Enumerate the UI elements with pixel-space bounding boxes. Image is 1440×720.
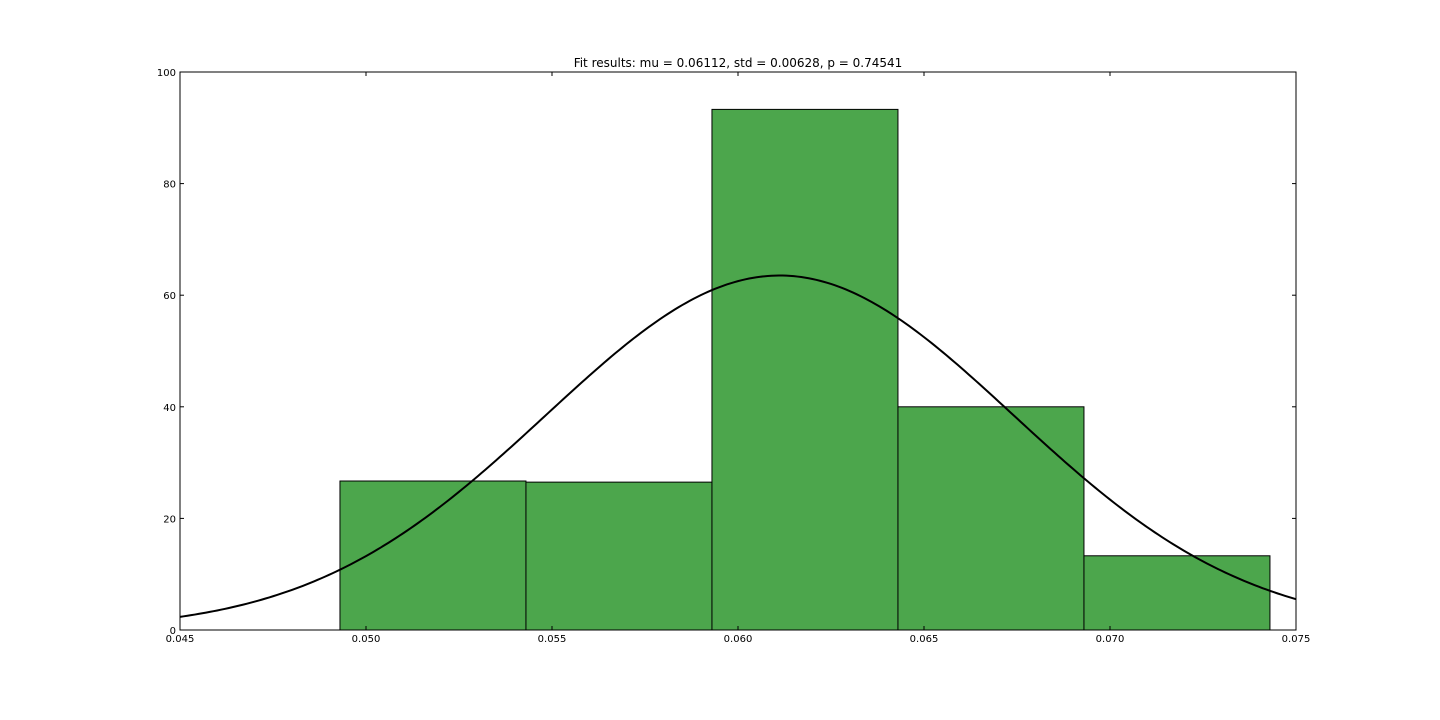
normal-fit-curve	[179, 274, 1297, 618]
y-tick-label: 100	[157, 68, 176, 79]
histogram-bars	[339, 108, 1271, 631]
histogram-bar-1	[339, 480, 527, 631]
histogram-bar-5	[1083, 555, 1271, 631]
y-tick-label: 60	[163, 291, 176, 302]
histogram-bar-4	[897, 406, 1085, 631]
y-axis: 0 20 40 60 80 100	[157, 68, 1296, 637]
histogram-bar-3	[711, 108, 899, 631]
x-tick-label: 0.060	[724, 634, 753, 645]
x-tick-label: 0.070	[1096, 634, 1125, 645]
x-tick-label: 0.065	[910, 634, 939, 645]
x-tick-label: 0.075	[1282, 634, 1311, 645]
x-tick-label: 0.045	[166, 634, 195, 645]
y-tick-label: 0	[170, 626, 176, 637]
y-tick-label: 40	[163, 403, 176, 414]
histogram-bar-2	[525, 481, 713, 631]
chart-title: Fit results: mu = 0.06112, std = 0.00628…	[574, 56, 903, 70]
y-tick-label: 80	[163, 180, 176, 191]
x-tick-label: 0.050	[352, 634, 381, 645]
x-tick-label: 0.055	[538, 634, 567, 645]
y-tick-label: 20	[163, 514, 176, 525]
x-axis: 0.045 0.050 0.055 0.060 0.065 0.070 0.075	[166, 72, 1311, 645]
